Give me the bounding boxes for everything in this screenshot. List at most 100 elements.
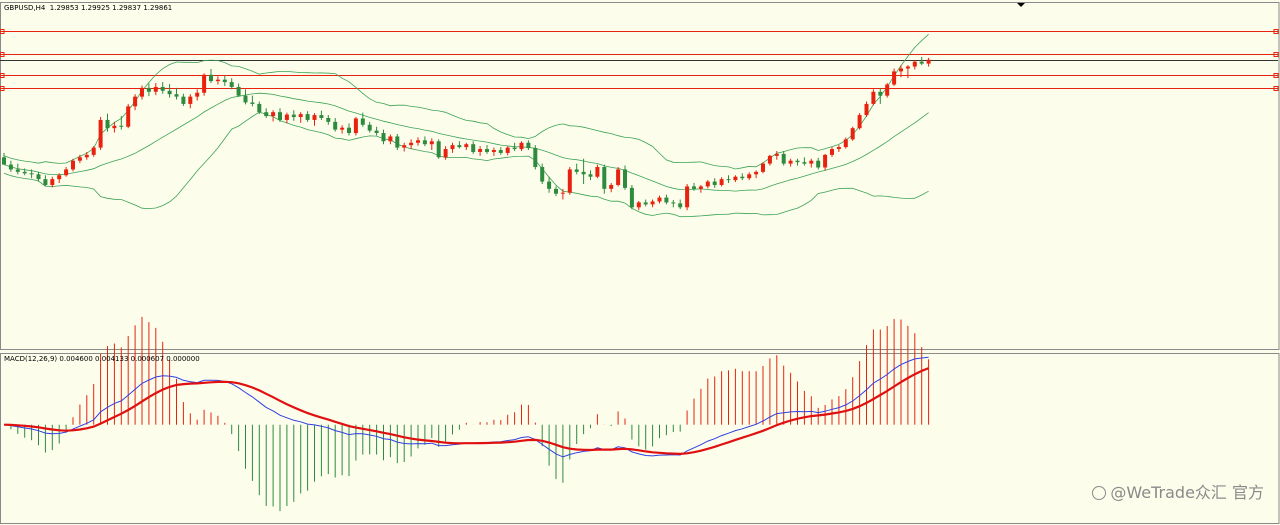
candle-body [678, 203, 683, 208]
candle-body [298, 114, 303, 118]
candle-body [609, 184, 614, 189]
candle-body [229, 82, 234, 87]
candle-body [740, 176, 745, 179]
macd-title: MACD(12,26,9) 0.004600 0.004133 0.000607… [4, 355, 200, 363]
candle-body [629, 187, 634, 208]
candle-body [436, 141, 441, 158]
candle-body [912, 61, 917, 67]
candle-body [422, 140, 427, 145]
level-handle-left [0, 52, 5, 57]
candle-body [671, 202, 676, 204]
candle-body [50, 179, 55, 185]
candle-body [919, 61, 924, 64]
candle-body [802, 162, 807, 164]
candle-body [77, 157, 82, 161]
candle-body [533, 148, 538, 168]
candle-body [712, 181, 717, 185]
candle-body [2, 157, 6, 165]
candle-body [243, 95, 248, 103]
candle-body [91, 147, 96, 155]
candle-body [236, 86, 241, 96]
candle-body [478, 149, 483, 152]
level-handle-right [1273, 73, 1279, 78]
price-panel-frame [0, 2, 1280, 350]
candle-body [29, 173, 34, 175]
candle-body [381, 133, 386, 142]
candle-body [719, 179, 724, 185]
candle-body [623, 169, 627, 188]
level-handle-right [1273, 29, 1279, 34]
candle-body [892, 71, 897, 85]
candle-body [726, 179, 731, 181]
candle-body [698, 186, 703, 189]
candle-body [885, 84, 890, 96]
candle-body [899, 68, 903, 72]
candle-body [905, 66, 910, 69]
candle-body [402, 145, 407, 148]
candle-body [443, 149, 448, 158]
candle-body [650, 201, 655, 205]
candle-body [485, 149, 489, 152]
candle-body [574, 169, 579, 172]
price-chart-title: GBPUSD,H4 1.29853 1.29925 1.29837 1.2986… [4, 4, 173, 12]
candle-body [181, 96, 186, 104]
candle-body [57, 175, 62, 180]
candle-body [471, 144, 476, 152]
candle-body [505, 147, 510, 153]
candle-body [140, 87, 144, 97]
candle-body [409, 142, 414, 146]
candle-body [167, 90, 172, 95]
candle-body [747, 174, 752, 179]
candle-body [450, 145, 455, 150]
candle-body [119, 125, 124, 127]
candle-body [616, 169, 621, 185]
candle-body [761, 163, 765, 172]
candle-body [491, 150, 496, 152]
candle-body [353, 118, 358, 134]
candle-body [767, 155, 772, 164]
candle-body [250, 102, 255, 104]
candle-body [526, 142, 531, 149]
candle-body [374, 130, 379, 134]
candle-body [160, 86, 165, 91]
candle-body [416, 140, 420, 143]
watermark-text: @WeTrade众汇 官方 [1110, 483, 1264, 502]
candle-body [291, 114, 296, 118]
candle-body [519, 142, 524, 150]
candle-body [133, 96, 138, 107]
candle-body [98, 119, 103, 148]
candle-body [643, 202, 648, 205]
candle-body [360, 118, 365, 125]
candle-body [498, 150, 503, 153]
candle-body [733, 176, 738, 181]
candle-body [754, 171, 759, 175]
candle-body [540, 167, 545, 182]
candle-body [340, 127, 345, 130]
candle-body [146, 87, 151, 92]
macd-signal-line [3, 367, 930, 456]
level-handle-right [1273, 52, 1279, 57]
candle-body [864, 103, 869, 116]
candle-body [195, 92, 200, 97]
candle-body [664, 197, 669, 203]
candle-body [305, 114, 310, 120]
candle-body [836, 147, 841, 150]
candle-body [188, 96, 193, 104]
candle-body [112, 125, 117, 129]
candle-body [126, 106, 131, 127]
candle-body [457, 145, 462, 148]
candle-body [319, 115, 324, 118]
candle-body [209, 74, 213, 82]
candle-body [567, 169, 572, 193]
candle-body [278, 112, 282, 120]
candle-body [512, 147, 517, 150]
candle-body [581, 171, 586, 175]
candle-body [588, 174, 593, 177]
candle-body [560, 192, 565, 194]
candle-body [429, 141, 434, 145]
candle-body [788, 160, 793, 164]
level-handle-right [1273, 86, 1279, 91]
candle-body [15, 169, 20, 172]
candle-body [816, 160, 821, 168]
